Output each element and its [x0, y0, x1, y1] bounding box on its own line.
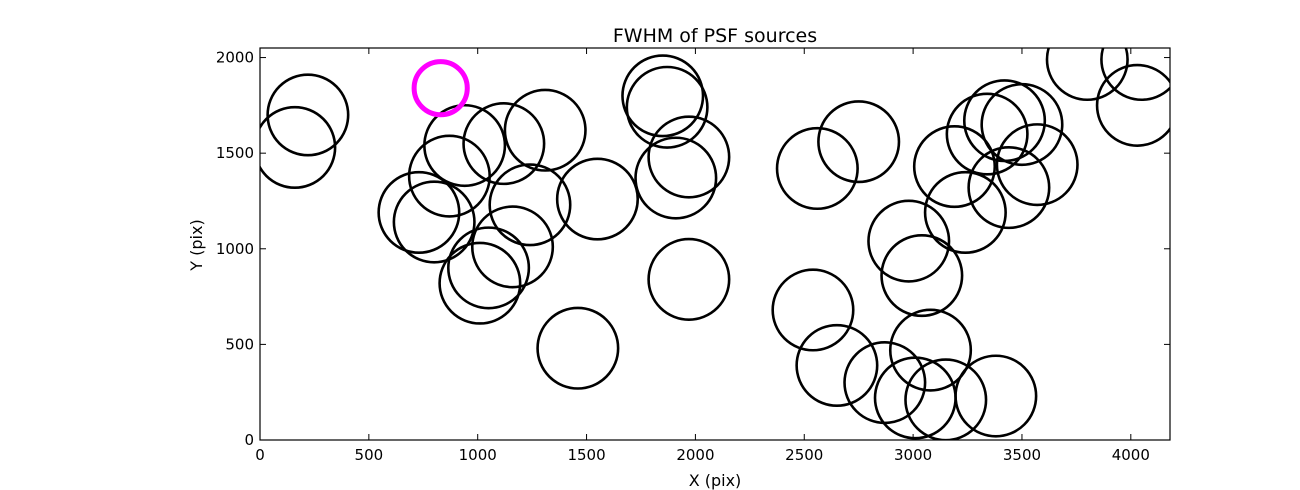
y-tick-label: 500	[225, 335, 254, 353]
source-marker-15	[625, 65, 709, 149]
source-marker-1	[266, 73, 350, 157]
chart-title: FWHM of PSF sources	[613, 25, 817, 47]
source-marker-16	[634, 136, 718, 220]
source-marker-19	[771, 268, 855, 352]
y-tick-label: 1500	[216, 144, 254, 162]
x-tick-label: 0	[255, 446, 265, 464]
source-marker-6	[438, 241, 522, 325]
x-tick-label: 4000	[1112, 446, 1150, 464]
source-marker-31	[945, 92, 1029, 176]
source-marker-37	[1045, 48, 1129, 102]
source-marker-2	[377, 170, 461, 255]
source-marker-7	[447, 226, 531, 310]
source-marker-4	[407, 134, 491, 218]
highlight-marker	[411, 59, 470, 118]
source-marker-26	[880, 233, 964, 318]
x-axis-label: X (pix)	[689, 471, 742, 490]
x-tick-label: 2000	[676, 446, 714, 464]
y-tick-label: 2000	[216, 49, 254, 67]
source-marker-8	[462, 102, 546, 186]
x-tick-label: 3500	[1003, 446, 1041, 464]
markers	[260, 48, 1170, 440]
source-marker-12	[536, 306, 620, 390]
source-marker-0	[260, 105, 337, 189]
plot-frame	[259, 47, 1171, 441]
source-marker-18	[647, 237, 731, 321]
source-marker-27	[888, 308, 973, 392]
x-tick-label: 1000	[459, 446, 497, 464]
source-marker-13	[555, 157, 640, 241]
source-marker-30	[923, 170, 1007, 255]
y-tick-label: 1000	[216, 240, 254, 258]
source-marker-11	[503, 88, 587, 172]
source-marker-17	[647, 115, 731, 199]
source-marker-10	[488, 163, 572, 247]
source-marker-38	[1095, 63, 1170, 147]
source-marker-29	[912, 124, 997, 209]
x-tick-label: 500	[355, 446, 384, 464]
source-marker-28	[904, 358, 988, 440]
source-marker-39	[1100, 48, 1170, 102]
source-marker-34	[967, 146, 1051, 230]
source-marker-9	[470, 205, 555, 289]
source-marker-36	[995, 123, 1079, 207]
source-marker-32	[954, 354, 1038, 438]
x-tick-label: 1500	[567, 446, 605, 464]
source-marker-22	[817, 100, 901, 184]
y-tick-label: 0	[244, 431, 254, 449]
source-marker-21	[795, 323, 879, 407]
source-marker-23	[843, 341, 927, 425]
source-marker-24	[867, 199, 951, 283]
source-marker-20	[775, 126, 859, 211]
source-marker-3	[392, 180, 476, 264]
axis-ticks: 0 500 1000 1500 2000 2500 3000 3500 4000 0 500 1000…	[216, 48, 1170, 464]
x-tick-label: 2500	[785, 446, 823, 464]
y-axis-label: Y (pix)	[187, 219, 206, 271]
source-marker-5	[423, 103, 507, 188]
source-marker-14	[621, 54, 705, 138]
x-tick-label: 3000	[894, 446, 932, 464]
source-marker-35	[980, 82, 1064, 167]
